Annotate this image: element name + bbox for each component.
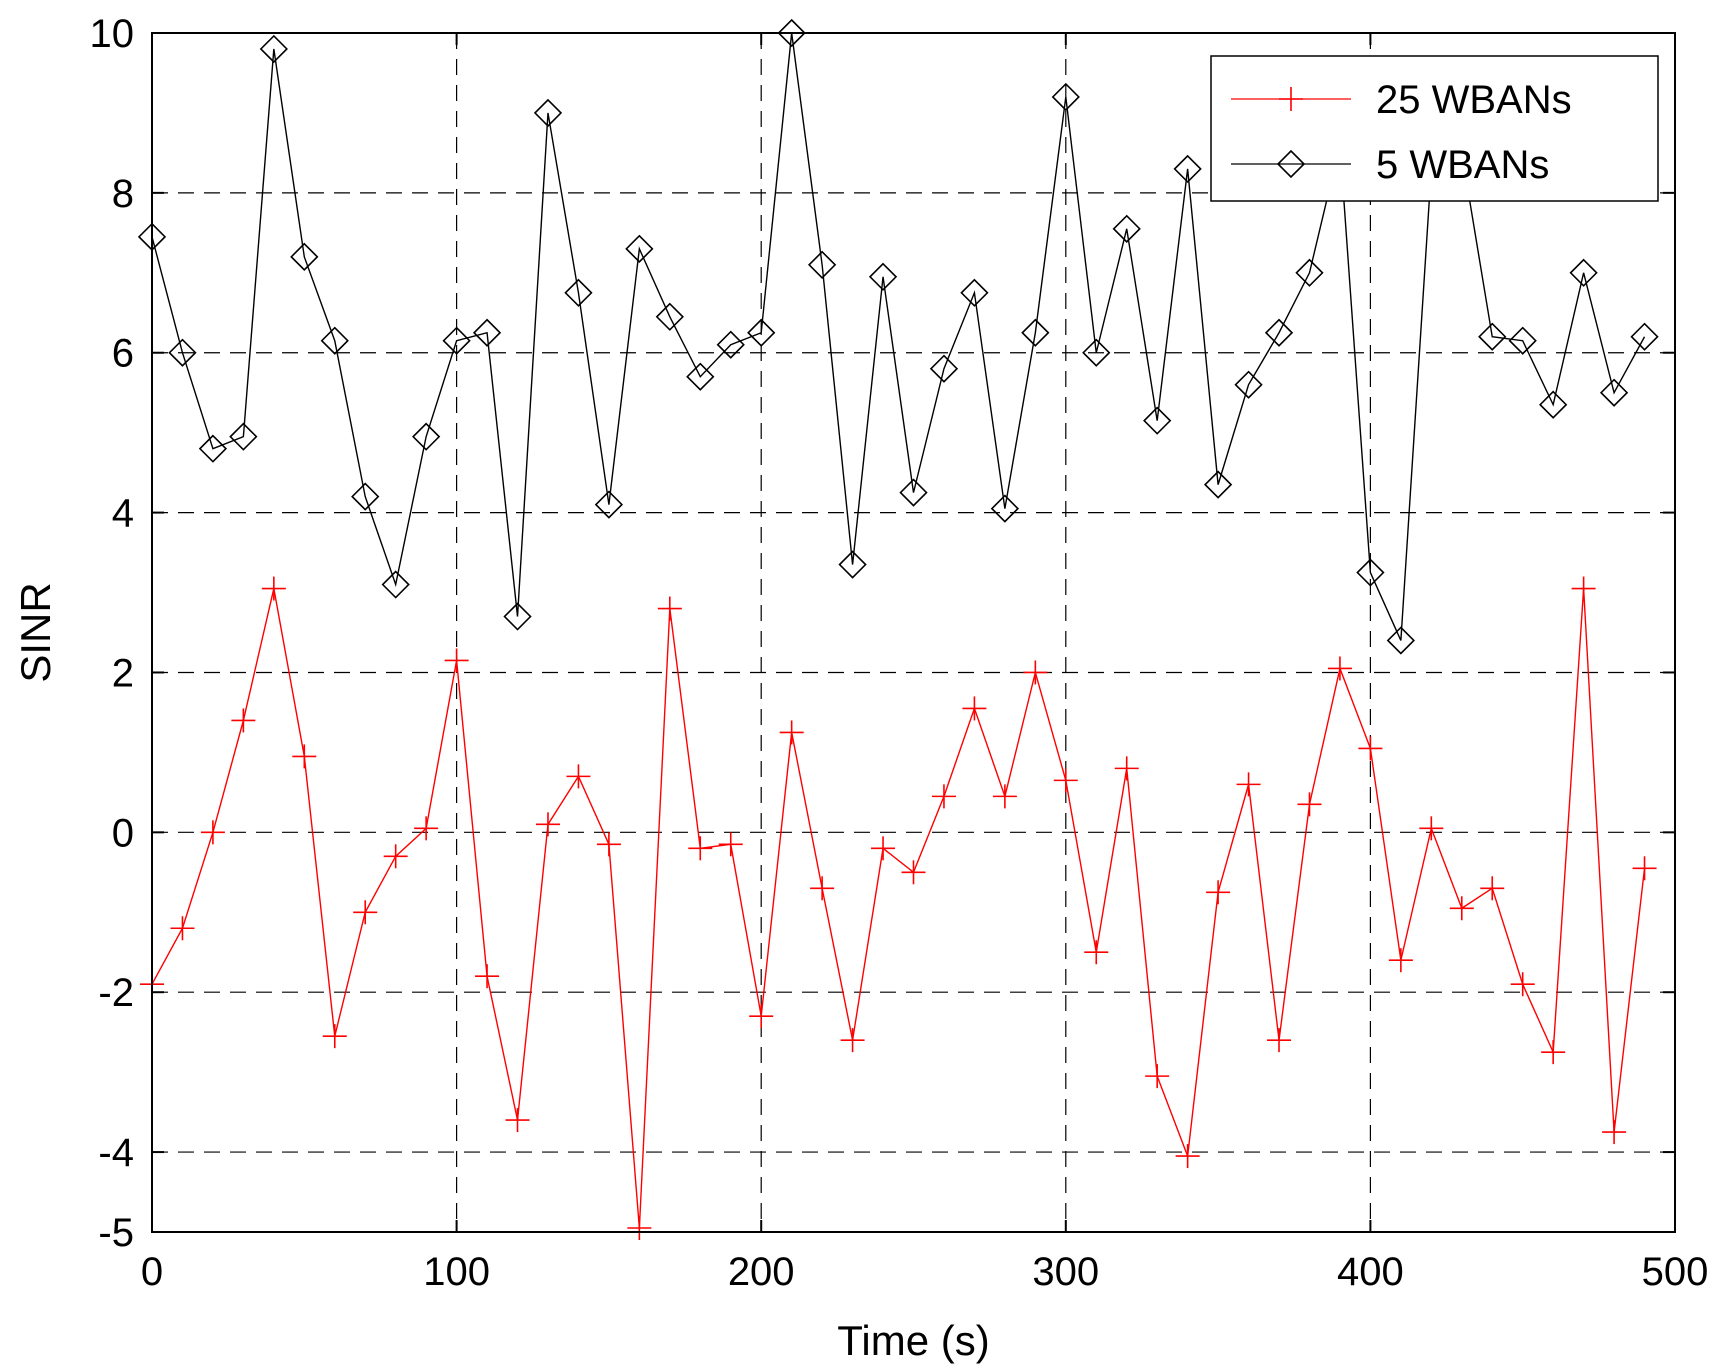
- sinr-line-chart: 0 100 200 300 400 500 -5 -4 -2 0 2 4 6 8 10 Time (s) S…: [0, 0, 1730, 1370]
- x-tick-label: 400: [1337, 1250, 1404, 1294]
- y-tick-label: 8: [112, 172, 134, 216]
- y-tick-label: -5: [98, 1211, 134, 1255]
- y-tick-label: 2: [112, 651, 134, 695]
- chart-container: 0 100 200 300 400 500 -5 -4 -2 0 2 4 6 8 10 Time (s) S…: [0, 0, 1730, 1370]
- x-tick-label: 0: [141, 1250, 163, 1294]
- x-tick-label: 300: [1032, 1250, 1099, 1294]
- y-tick-label: 10: [90, 12, 135, 56]
- x-tick-label: 200: [728, 1250, 795, 1294]
- y-tick-label: 4: [112, 492, 134, 536]
- x-axis-label: Time (s): [837, 1317, 989, 1364]
- legend-label-5-wbans: 5 WBANs: [1376, 143, 1549, 187]
- y-axis-label: SINR: [12, 582, 59, 682]
- x-tick-label: 500: [1642, 1250, 1709, 1294]
- y-tick-label: -4: [98, 1131, 134, 1175]
- x-tick-label: 100: [423, 1250, 490, 1294]
- legend-label-25-wbans: 25 WBANs: [1376, 78, 1572, 122]
- legend: 25 WBANs 5 WBANs: [1211, 56, 1658, 201]
- y-tick-label: 0: [112, 811, 134, 855]
- y-tick-label: 6: [112, 332, 134, 376]
- y-tick-label: -2: [98, 971, 134, 1015]
